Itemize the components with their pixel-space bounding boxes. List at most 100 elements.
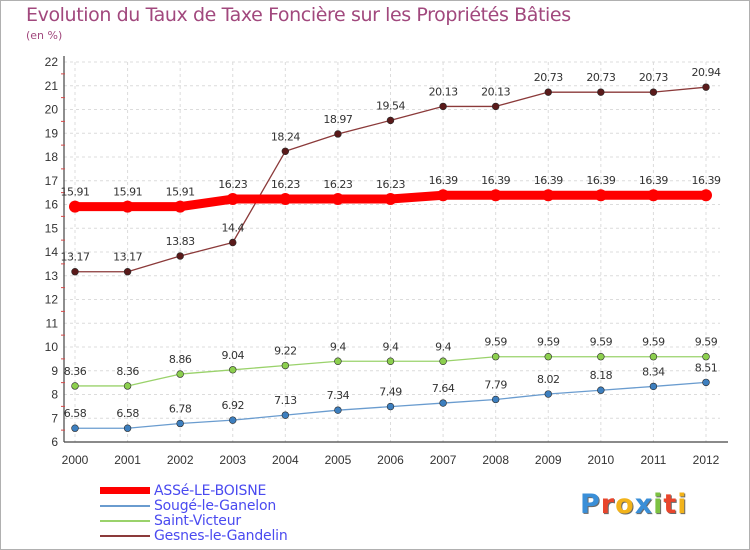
data-label: 9.59 [484, 336, 507, 349]
data-label: 9.4 [383, 340, 399, 353]
data-point [649, 353, 658, 361]
data-point [491, 353, 500, 361]
logo-letter: o [615, 489, 635, 520]
x-tick-label: 2007 [430, 453, 457, 467]
data-point [174, 200, 187, 213]
x-tick-label: 2004 [272, 453, 299, 467]
data-point [491, 395, 500, 404]
data-point [649, 88, 658, 96]
data-label: 9.22 [274, 345, 297, 358]
data-point [121, 200, 134, 213]
data-point [386, 402, 395, 411]
x-tick-label: 2011 [641, 453, 667, 467]
y-tick-label: 17 [45, 174, 59, 188]
x-tick-label: 2008 [482, 453, 509, 467]
data-label: 13.17 [61, 251, 90, 264]
y-tick-label: 22 [45, 55, 59, 69]
data-point [489, 189, 502, 202]
data-label: 6.58 [64, 407, 87, 420]
data-label: 18.97 [323, 113, 352, 126]
legend-item-souge-le-ganelon: Sougé-le-Ganelon [100, 498, 360, 514]
data-point [334, 130, 342, 138]
data-label: 15.91 [113, 186, 142, 199]
data-label: 19.54 [376, 99, 405, 112]
x-tick-label: 2003 [219, 453, 246, 467]
data-point [71, 268, 79, 276]
data-label: 16.23 [218, 178, 247, 191]
x-tick-label: 2009 [535, 453, 562, 467]
data-point [544, 353, 552, 361]
data-point [176, 370, 184, 378]
data-label: 6.92 [222, 399, 245, 412]
data-point [597, 88, 605, 96]
data-point [439, 102, 447, 111]
data-label: 18.24 [271, 130, 300, 143]
y-tick-label: 13 [45, 269, 59, 283]
data-label: 9.4 [435, 340, 451, 353]
data-label: 9.59 [590, 336, 613, 349]
y-tick-label: 10 [45, 340, 59, 354]
data-point [491, 102, 500, 111]
data-point [229, 238, 237, 247]
legend-swatch-gesnes-le-gandelin [100, 535, 150, 537]
data-label: 16.23 [323, 178, 352, 191]
y-tick-label: 11 [46, 316, 59, 330]
data-label: 9.59 [642, 336, 665, 349]
x-tick-label: 2002 [167, 453, 194, 467]
data-label: 16.23 [376, 178, 405, 191]
data-label: 8.34 [642, 365, 665, 378]
data-label: 16.23 [271, 178, 300, 191]
x-tick-label: 2005 [325, 453, 352, 467]
data-point [226, 193, 239, 206]
legend-item-gesnes-le-gandelin: Gesnes-le-Gandelin [100, 528, 360, 544]
data-label: 7.13 [274, 394, 297, 407]
data-label: 16.39 [692, 174, 721, 187]
data-label: 16.39 [534, 174, 563, 187]
data-point [334, 357, 342, 365]
data-point [700, 189, 712, 202]
data-point [384, 193, 397, 206]
logo-letter: i [653, 489, 664, 520]
x-tick-label: 2000 [62, 453, 89, 467]
data-label: 8.36 [64, 365, 87, 378]
data-label: 20.94 [692, 66, 721, 79]
legend-label-asse-le-boisne: ASSé-LE-BOISNE [154, 483, 267, 499]
data-point [279, 193, 292, 206]
data-point [281, 147, 290, 156]
data-label: 7.34 [327, 389, 350, 402]
y-tick-label: 9 [51, 364, 58, 378]
data-point [439, 357, 447, 365]
data-label: 8.02 [537, 373, 560, 386]
y-tick-label: 18 [45, 150, 59, 164]
data-point [702, 83, 710, 91]
data-point [597, 353, 605, 361]
data-point [437, 189, 450, 202]
data-point [229, 366, 237, 374]
x-tick-label: 2001 [114, 453, 141, 467]
data-label: 13.83 [166, 235, 195, 248]
data-point [176, 252, 184, 260]
line-chart: 6 7 8 9 10 11 12 13 14 15 16 17 18 19 20 21 22 2000 2001 20… [45, 55, 728, 467]
data-point [334, 406, 342, 414]
data-label: 7.49 [379, 386, 402, 399]
data-label: 20.73 [639, 71, 668, 84]
logo-letter: P [580, 489, 601, 520]
data-point [542, 189, 555, 202]
legend-label-gesnes-le-gandelin: Gesnes-le-Gandelin [154, 528, 288, 544]
data-label: 13.17 [113, 251, 142, 264]
y-tick-label: 12 [45, 293, 59, 307]
y-tick-label: 19 [45, 126, 59, 140]
y-tick-label: 20 [45, 103, 59, 117]
data-label: 9.59 [695, 336, 718, 349]
chart-legend: ASSé-LE-BOISNE Sougé-le-Ganelon Saint-Vi… [100, 483, 360, 544]
legend-label-souge-le-ganelon: Sougé-le-Ganelon [154, 498, 276, 514]
data-point [123, 268, 132, 276]
data-label: 20.73 [586, 71, 615, 84]
data-point [69, 200, 81, 213]
x-tick-label: 2006 [377, 453, 404, 467]
legend-label-saint-victeur: Saint-Victeur [154, 513, 241, 529]
data-label: 7.79 [484, 378, 507, 391]
data-label: 16.39 [429, 174, 458, 187]
data-label: 9.04 [222, 349, 245, 362]
data-label: 16.39 [639, 174, 668, 187]
